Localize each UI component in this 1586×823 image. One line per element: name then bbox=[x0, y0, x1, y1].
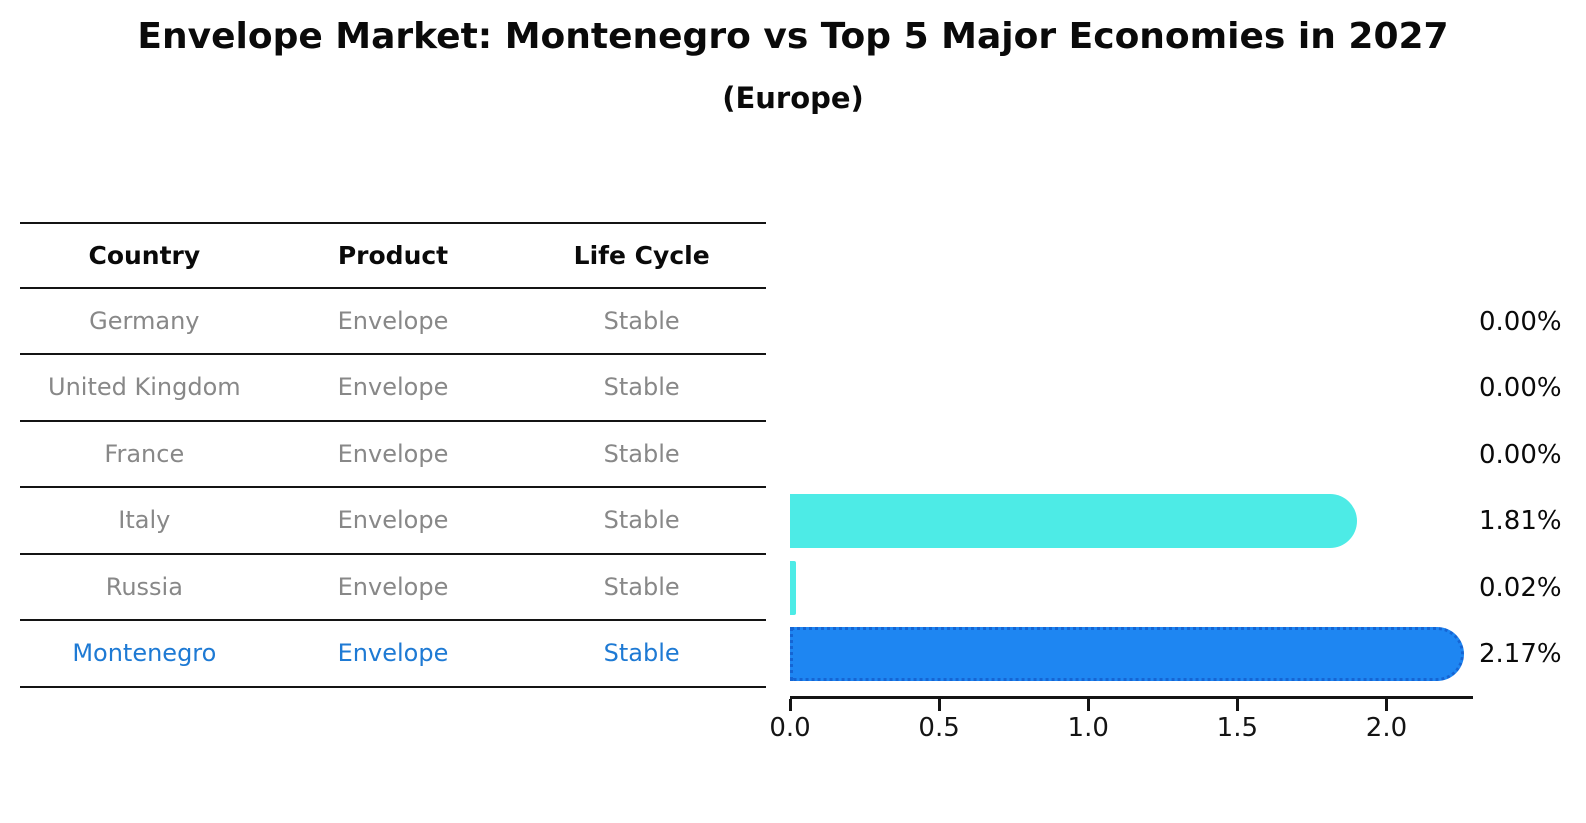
value-label: 2.17% bbox=[1479, 639, 1562, 669]
x-tick-label: 0.5 bbox=[918, 713, 960, 743]
cell-country: France bbox=[104, 439, 185, 468]
table-row: France Envelope Stable bbox=[20, 422, 766, 488]
x-tick-label: 0.0 bbox=[769, 713, 811, 743]
cell-life-cycle: Stable bbox=[603, 439, 680, 468]
cell-product: Envelope bbox=[337, 639, 449, 668]
x-tick bbox=[1235, 699, 1239, 711]
cell-life-cycle: Stable bbox=[603, 639, 680, 668]
column-header-country: Country bbox=[88, 240, 201, 270]
cell-product: Envelope bbox=[337, 572, 449, 601]
cell-life-cycle: Stable bbox=[603, 373, 680, 402]
cell-product: Envelope bbox=[337, 439, 449, 468]
cell-country: United Kingdom bbox=[48, 373, 241, 402]
x-tick-label: 1.5 bbox=[1216, 713, 1259, 743]
value-label: 0.00% bbox=[1479, 373, 1562, 403]
x-tick bbox=[1384, 699, 1388, 711]
x-tick-label: 2.0 bbox=[1365, 713, 1408, 743]
table-row: Germany Envelope Stable bbox=[20, 289, 766, 355]
cell-product: Envelope bbox=[337, 506, 449, 535]
column-header-product: Product bbox=[337, 240, 449, 270]
chart-subtitle: (Europe) bbox=[722, 81, 864, 115]
table-row: Italy Envelope Stable bbox=[20, 488, 766, 555]
bar-montenegro bbox=[790, 627, 1465, 682]
cell-life-cycle: Stable bbox=[603, 506, 680, 535]
x-tick-label: 1.0 bbox=[1067, 713, 1109, 743]
country-table: Country Product Life Cycle Germany Envel… bbox=[20, 222, 766, 688]
table-row: Montenegro Envelope Stable bbox=[20, 621, 766, 688]
bar-russia bbox=[790, 560, 796, 615]
cell-life-cycle: Stable bbox=[603, 306, 680, 335]
cell-country: Montenegro bbox=[72, 639, 217, 668]
cell-product: Envelope bbox=[337, 373, 449, 402]
cell-country: Germany bbox=[89, 306, 200, 335]
table-row: United Kingdom Envelope Stable bbox=[20, 355, 766, 422]
column-header-lifecycle: Life Cycle bbox=[573, 240, 710, 270]
value-label: 0.02% bbox=[1479, 573, 1562, 603]
bar-italy bbox=[790, 494, 1357, 549]
value-label: 1.81% bbox=[1479, 506, 1562, 536]
table-row: Russia Envelope Stable bbox=[20, 555, 766, 621]
chart-title: Envelope Market: Montenegro vs Top 5 Maj… bbox=[137, 16, 1449, 57]
x-tick bbox=[788, 699, 792, 711]
value-label: 0.00% bbox=[1479, 307, 1562, 337]
x-axis-line bbox=[790, 696, 1473, 699]
x-tick bbox=[1086, 699, 1090, 711]
cell-country: Russia bbox=[105, 572, 183, 601]
x-tick bbox=[937, 699, 941, 711]
value-label: 0.00% bbox=[1479, 440, 1562, 470]
cell-life-cycle: Stable bbox=[603, 572, 680, 601]
cell-country: Italy bbox=[118, 506, 171, 535]
cell-product: Envelope bbox=[337, 306, 449, 335]
table-header-row: Country Product Life Cycle bbox=[20, 222, 766, 289]
